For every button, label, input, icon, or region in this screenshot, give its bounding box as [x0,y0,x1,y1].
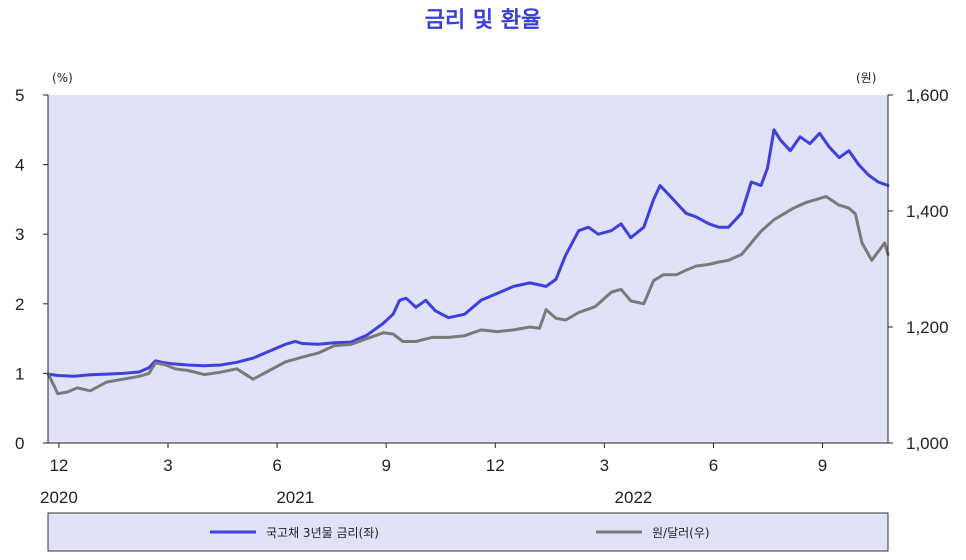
left-axis-tick-label: 2 [15,295,24,314]
legend: 국고채 3년물 금리(좌) 원/달러(우) [47,512,889,552]
chart-title: 금리 및 환율 [425,8,542,33]
left-axis-unit: (%) [52,71,73,85]
x-axis-ticks: 12 3 6 9 12 3 6 9 2020 2021 2022 [40,443,827,507]
left-axis-tick-label: 4 [15,156,24,175]
x-axis-month-label: 12 [486,456,505,475]
x-axis-month-label: 3 [600,456,609,475]
left-axis-tick-label: 0 [15,434,24,453]
x-axis-year-label: 2020 [40,488,78,507]
x-axis-month-label: 9 [818,456,827,475]
legend-label-bond-yield: 국고채 3년물 금리(좌) [266,526,379,540]
left-axis-tick-label: 5 [15,86,24,105]
right-axis-tick-label: 1,600 [906,86,949,105]
right-axis-unit: (원) [856,71,876,85]
right-axis-ticks: 1,000 1,200 1,400 1,600 [888,86,949,453]
x-axis-year-label: 2022 [615,488,653,507]
left-axis-tick-label: 1 [15,364,24,383]
x-axis-month-label: 6 [709,456,718,475]
left-axis-ticks: 0 1 2 3 4 5 [15,86,48,453]
legend-label-krw-usd: 원/달러(우) [652,526,710,540]
right-axis-tick-label: 1,200 [906,318,949,337]
legend-box [47,512,889,552]
right-axis-tick-label: 1,000 [906,434,949,453]
x-axis-month-label: 9 [381,456,390,475]
plot-area [48,95,888,443]
x-axis-month-label: 3 [163,456,172,475]
x-axis-year-label: 2021 [276,488,314,507]
right-axis-tick-label: 1,400 [906,202,949,221]
left-axis-tick-label: 3 [15,225,24,244]
series-line-bond-yield [46,128,890,378]
series-layer [46,128,890,396]
x-axis-month-label: 6 [272,456,281,475]
series-line-krw-usd [46,195,890,396]
x-axis-month-label: 12 [49,456,68,475]
